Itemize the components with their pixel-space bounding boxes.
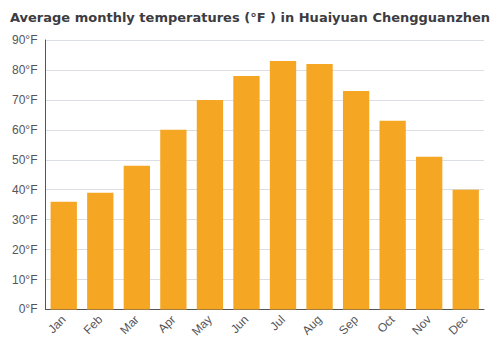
svg-text:20°F: 20°F — [12, 243, 37, 257]
svg-text:Nov: Nov — [409, 313, 434, 338]
svg-text:May: May — [189, 313, 215, 339]
svg-text:80°F: 80°F — [12, 63, 37, 77]
svg-text:Feb: Feb — [81, 312, 106, 337]
svg-text:90°F: 90°F — [12, 33, 37, 47]
svg-text:10°F: 10°F — [12, 273, 37, 287]
svg-text:Dec: Dec — [446, 313, 471, 338]
svg-text:40°F: 40°F — [12, 183, 37, 197]
svg-text:60°F: 60°F — [12, 123, 37, 137]
svg-text:0°F: 0°F — [19, 302, 38, 316]
svg-text:Average monthly temperatures (: Average monthly temperatures (°F ) in Hu… — [10, 10, 490, 25]
svg-text:Oct: Oct — [374, 312, 398, 336]
svg-text:50°F: 50°F — [12, 153, 37, 167]
svg-text:Jul: Jul — [267, 313, 288, 334]
svg-text:Jun: Jun — [228, 313, 252, 337]
svg-text:Mar: Mar — [117, 313, 142, 337]
svg-text:30°F: 30°F — [12, 213, 37, 227]
svg-text:Sep: Sep — [336, 312, 361, 337]
svg-text:Apr: Apr — [155, 313, 178, 336]
svg-text:Jan: Jan — [45, 313, 69, 337]
svg-text:70°F: 70°F — [12, 93, 37, 107]
svg-text:Aug: Aug — [300, 313, 325, 338]
